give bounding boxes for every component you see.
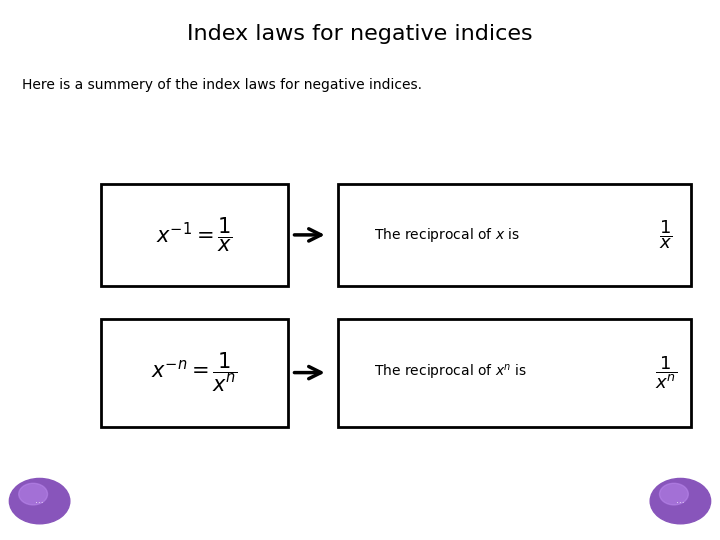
Circle shape — [660, 483, 688, 505]
FancyBboxPatch shape — [338, 184, 691, 286]
Text: Index laws for negative indices: Index laws for negative indices — [187, 24, 533, 44]
Text: $\dfrac{1}{x^{n}}$: $\dfrac{1}{x^{n}}$ — [654, 354, 678, 391]
FancyBboxPatch shape — [101, 184, 288, 286]
Text: ···: ··· — [676, 499, 685, 508]
Text: The reciprocal of $x$ is: The reciprocal of $x$ is — [374, 226, 521, 244]
Text: $x^{-n} = \dfrac{1}{x^{n}}$: $x^{-n} = \dfrac{1}{x^{n}}$ — [151, 351, 238, 394]
FancyBboxPatch shape — [101, 319, 288, 427]
Circle shape — [19, 483, 48, 505]
Text: ···: ··· — [35, 499, 44, 508]
Text: $\dfrac{1}{x}$: $\dfrac{1}{x}$ — [659, 219, 673, 251]
Text: Here is a summery of the index laws for negative indices.: Here is a summery of the index laws for … — [22, 78, 422, 92]
Text: $x^{-1} = \dfrac{1}{x}$: $x^{-1} = \dfrac{1}{x}$ — [156, 215, 233, 254]
Circle shape — [9, 478, 70, 524]
Text: The reciprocal of $x^{n}$ is: The reciprocal of $x^{n}$ is — [374, 363, 528, 382]
FancyBboxPatch shape — [338, 319, 691, 427]
Circle shape — [650, 478, 711, 524]
